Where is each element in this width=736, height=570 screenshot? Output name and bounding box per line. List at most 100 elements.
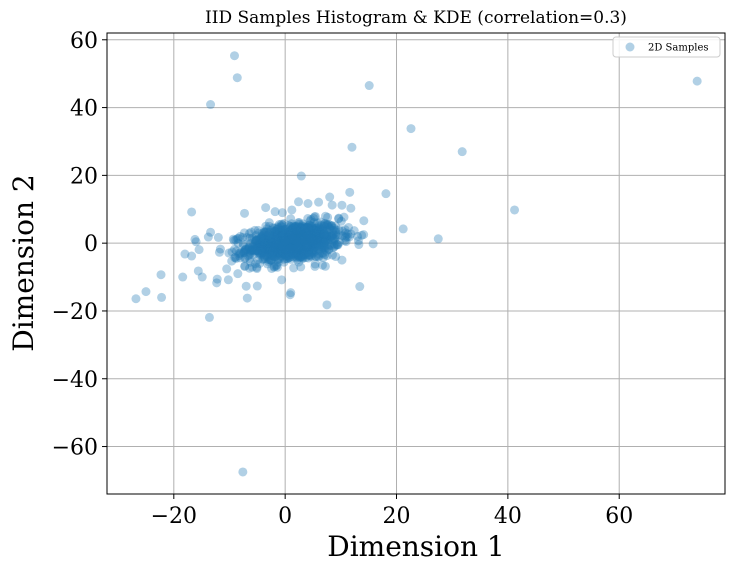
- data-point: [291, 245, 301, 255]
- data-point: [273, 246, 283, 256]
- data-point: [281, 235, 291, 245]
- data-point: [240, 247, 250, 257]
- data-point: [271, 251, 281, 261]
- data-point: [285, 237, 295, 247]
- data-point: [310, 251, 320, 261]
- data-point: [286, 214, 296, 224]
- data-point: [279, 232, 289, 242]
- data-point: [339, 212, 349, 222]
- data-point: [288, 237, 298, 247]
- data-point: [290, 235, 300, 245]
- data-point: [274, 239, 284, 249]
- data-point: [298, 234, 308, 244]
- data-point: [250, 235, 260, 245]
- data-point: [267, 234, 277, 244]
- data-point: [292, 255, 302, 265]
- data-point: [308, 235, 318, 245]
- data-point: [322, 220, 332, 230]
- data-point: [267, 247, 277, 257]
- data-point: [197, 272, 207, 282]
- data-point: [273, 235, 283, 245]
- data-point: [340, 225, 350, 235]
- data-point: [270, 227, 280, 237]
- data-point: [285, 225, 295, 235]
- data-point: [305, 225, 315, 235]
- data-point: [296, 230, 306, 240]
- data-point: [336, 216, 346, 226]
- data-point: [321, 235, 331, 245]
- data-point: [261, 248, 271, 258]
- data-point: [290, 232, 300, 242]
- data-point: [510, 205, 520, 215]
- data-point: [296, 245, 306, 255]
- data-point: [238, 239, 248, 249]
- data-point: [258, 254, 268, 264]
- data-point: [293, 250, 303, 260]
- data-point: [285, 239, 295, 249]
- data-point: [310, 231, 320, 241]
- data-point: [293, 252, 303, 262]
- data-point: [262, 227, 272, 237]
- data-point: [309, 229, 319, 239]
- data-point: [296, 242, 306, 252]
- data-point: [309, 245, 319, 255]
- data-point: [282, 254, 292, 264]
- data-point: [247, 242, 257, 252]
- data-point: [346, 203, 356, 213]
- data-point: [281, 242, 291, 252]
- data-point: [265, 255, 275, 265]
- data-point: [284, 237, 294, 247]
- data-point: [227, 247, 237, 257]
- data-point: [309, 230, 319, 240]
- data-point: [293, 250, 303, 260]
- data-point: [304, 244, 314, 254]
- data-point: [299, 231, 309, 241]
- data-point: [212, 274, 222, 284]
- data-point: [286, 238, 296, 248]
- data-point: [299, 245, 309, 255]
- data-point: [313, 225, 323, 235]
- data-point: [253, 246, 263, 256]
- data-point: [271, 239, 281, 249]
- data-point: [284, 236, 294, 246]
- data-point: [273, 229, 283, 239]
- data-point: [252, 235, 262, 245]
- data-point: [319, 219, 329, 229]
- data-point: [321, 235, 331, 245]
- data-point: [265, 238, 275, 248]
- data-point: [293, 237, 303, 247]
- data-point: [290, 245, 300, 255]
- data-point: [280, 250, 290, 259]
- data-point: [274, 248, 284, 258]
- plot-area-frame: [106, 32, 726, 495]
- data-point: [265, 245, 275, 255]
- data-point: [285, 238, 295, 248]
- data-point: [276, 219, 286, 229]
- data-point: [294, 233, 304, 243]
- data-point: [267, 231, 277, 241]
- data-point: [295, 226, 305, 236]
- data-point: [330, 234, 340, 244]
- data-point: [290, 227, 300, 237]
- data-point: [284, 227, 294, 237]
- data-point: [290, 235, 300, 245]
- data-point: [276, 246, 286, 256]
- data-point: [271, 229, 281, 239]
- data-point: [293, 222, 303, 232]
- data-point: [304, 240, 314, 250]
- data-point: [314, 238, 324, 248]
- data-point: [302, 239, 312, 249]
- data-point: [268, 242, 278, 252]
- data-point: [252, 262, 262, 272]
- data-point: [301, 241, 311, 251]
- data-point: [433, 234, 443, 244]
- data-point: [284, 227, 294, 237]
- data-point: [298, 253, 308, 263]
- data-point: [289, 239, 299, 249]
- grid-lines: [107, 33, 725, 494]
- data-point: [279, 234, 289, 244]
- data-point: [204, 312, 214, 322]
- data-point: [294, 244, 304, 254]
- data-point: [308, 230, 318, 240]
- data-point: [294, 235, 304, 245]
